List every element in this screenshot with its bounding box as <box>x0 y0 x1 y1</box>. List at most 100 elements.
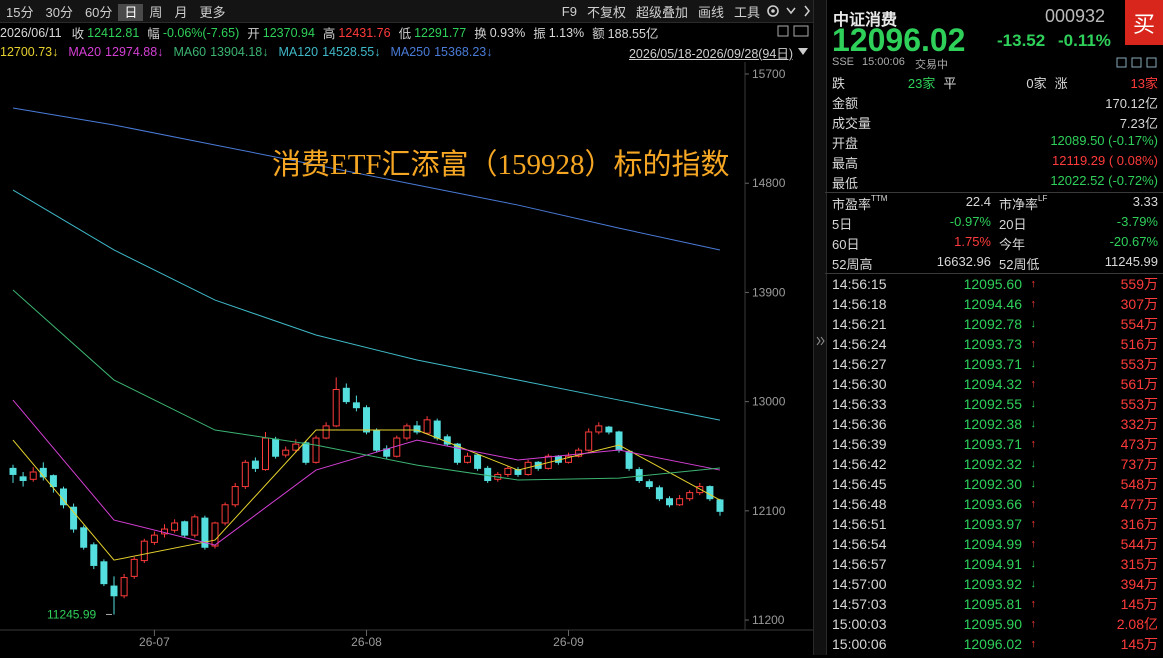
tool-button[interactable]: F9 <box>561 3 577 19</box>
info-value: 0.93% <box>489 25 526 40</box>
period-tab[interactable]: 15分 <box>6 4 34 20</box>
trade-row: 14:56:39 12093.71 ↑ 473万 <box>825 434 1163 454</box>
trade-direction: ↑ <box>1030 518 1037 530</box>
candle-body <box>150 534 158 543</box>
candle-body <box>80 527 88 548</box>
candle-body <box>565 455 572 463</box>
stat-value: 12119.29 ( 0.08%) <box>1052 152 1158 168</box>
trade-volume: 394万 <box>1120 576 1158 592</box>
stat-cell: 52周高 16632.96 <box>832 254 999 273</box>
candle-body <box>625 450 633 469</box>
trade-row: 14:56:33 12092.55 ↓ 553万 <box>825 394 1163 414</box>
candle-body <box>342 387 350 403</box>
trade-volume: 473万 <box>1120 436 1158 452</box>
trade-direction: ↓ <box>1030 458 1037 470</box>
x-tick-label: 26-09 <box>553 635 584 649</box>
candle-body <box>171 522 179 531</box>
trade-direction: ↑ <box>1030 378 1037 390</box>
trade-volume: 516万 <box>1120 336 1158 352</box>
stat-row: 60日 1.75% 今年 -20.67% <box>825 233 1163 253</box>
period-tab[interactable]: 60分 <box>84 4 113 20</box>
stat-row: 5日 -0.97% 20日 -3.79% <box>825 213 1163 233</box>
trade-direction: ↑ <box>1030 298 1037 310</box>
period-tab[interactable]: 30分 <box>45 4 73 20</box>
ma-legend: 12700.73↓ MA20 12974.88↓ MA60 13904.18↓ MA120… <box>0 42 813 62</box>
info-date: 2026/06/11 <box>0 25 62 40</box>
trade-time: 15:00:03 <box>832 616 887 632</box>
trade-time: 14:56:18 <box>832 296 887 312</box>
toolbar-icons[interactable] <box>765 1 813 21</box>
stat-value: 1.75% <box>954 233 991 249</box>
trade-time: 14:56:57 <box>832 556 887 572</box>
trade-volume: 548万 <box>1120 476 1158 492</box>
trade-time: 14:56:54 <box>832 536 887 552</box>
ma-line <box>12 429 721 561</box>
candle-body <box>433 420 441 439</box>
collapse-icon[interactable] <box>814 0 826 655</box>
candle-body <box>706 486 714 500</box>
candle-body <box>484 467 492 482</box>
info-icon[interactable] <box>776 24 810 38</box>
info-icons[interactable] <box>776 24 810 41</box>
buy-button[interactable]: 买 <box>1125 0 1163 45</box>
trade-volume: 315万 <box>1120 556 1158 572</box>
trade-row: 14:56:54 12094.99 ↑ 544万 <box>825 534 1163 554</box>
candle-body <box>201 517 209 548</box>
tool-button[interactable]: 超级叠加 <box>635 4 688 20</box>
trade-time: 14:57:03 <box>832 596 887 612</box>
stat-row: 金额 170.12亿 <box>825 92 1163 112</box>
period-tab[interactable]: 周 <box>149 4 163 20</box>
candle-body <box>332 389 340 427</box>
period-tab[interactable]: 日 <box>118 3 144 21</box>
tool-button[interactable]: 画线 <box>697 4 724 20</box>
trade-direction: ↓ <box>1030 358 1037 370</box>
stat-cell: 开盘 12089.50 (-0.17%) <box>832 133 1158 152</box>
candle-body <box>655 487 663 500</box>
info-label: 收 <box>71 27 85 41</box>
stat-label: 开盘 <box>832 135 859 151</box>
trade-time: 14:56:39 <box>832 436 887 452</box>
candle-body <box>605 426 613 433</box>
trade-volume: 145万 <box>1120 636 1158 652</box>
dropdown-icon[interactable] <box>797 46 809 56</box>
stat-cell: 跌 23家 <box>832 73 943 92</box>
ma-name: MA120 <box>278 45 319 59</box>
period-tab[interactable]: 更多 <box>199 4 226 20</box>
candle-body <box>666 498 673 506</box>
trade-direction: ↓ <box>1030 478 1037 490</box>
ma-value: 15368.23↓ <box>434 45 493 59</box>
range-dropdown[interactable] <box>797 45 809 59</box>
trade-direction: ↑ <box>1030 538 1037 550</box>
candle-body <box>716 499 724 512</box>
stat-label: 今年 <box>999 236 1026 252</box>
candle-body <box>464 455 471 463</box>
trade-direction: ↑ <box>1030 498 1037 510</box>
candle-body <box>645 481 653 488</box>
trade-time: 14:56:36 <box>832 416 887 432</box>
candle-chart: 11200 12100 13000 13900 14800 15700 26-07 26-08… <box>0 62 813 649</box>
stat-label-sup: TTM <box>871 193 888 203</box>
candle-body <box>575 449 583 457</box>
trade-direction: ↓ <box>1030 578 1037 590</box>
stat-label: 金额 <box>832 95 859 111</box>
divider[interactable] <box>813 0 827 655</box>
candle-body <box>635 469 643 482</box>
x-tick-label: 26-07 <box>139 635 170 649</box>
stat-label: 52周低 <box>999 256 1040 272</box>
tool-button[interactable]: 工具 <box>733 4 760 20</box>
period-tab[interactable]: 月 <box>174 4 188 20</box>
stat-row: 最高 12119.29 ( 0.08%) <box>825 152 1163 172</box>
candle-body <box>90 544 98 566</box>
trade-row: 14:56:48 12093.66 ↑ 477万 <box>825 494 1163 514</box>
tool-button[interactable]: 不复权 <box>586 4 626 20</box>
date-range[interactable]: 2026/05/18-2026/09/28(94日) <box>628 46 793 61</box>
y-tick-label: 13000 <box>752 395 786 409</box>
candle-body <box>120 577 128 597</box>
annotation: 消费ETF汇添富（159928）标的指数 <box>272 148 730 181</box>
trade-row: 14:57:00 12093.92 ↓ 394万 <box>825 574 1163 594</box>
stat-value: 16632.96 <box>936 253 991 269</box>
stat-label: 最高 <box>832 155 859 171</box>
panel-icons[interactable] <box>1115 57 1159 69</box>
y-tick-label: 11200 <box>752 613 785 627</box>
ma-value: 13904.18↓ <box>210 45 269 59</box>
